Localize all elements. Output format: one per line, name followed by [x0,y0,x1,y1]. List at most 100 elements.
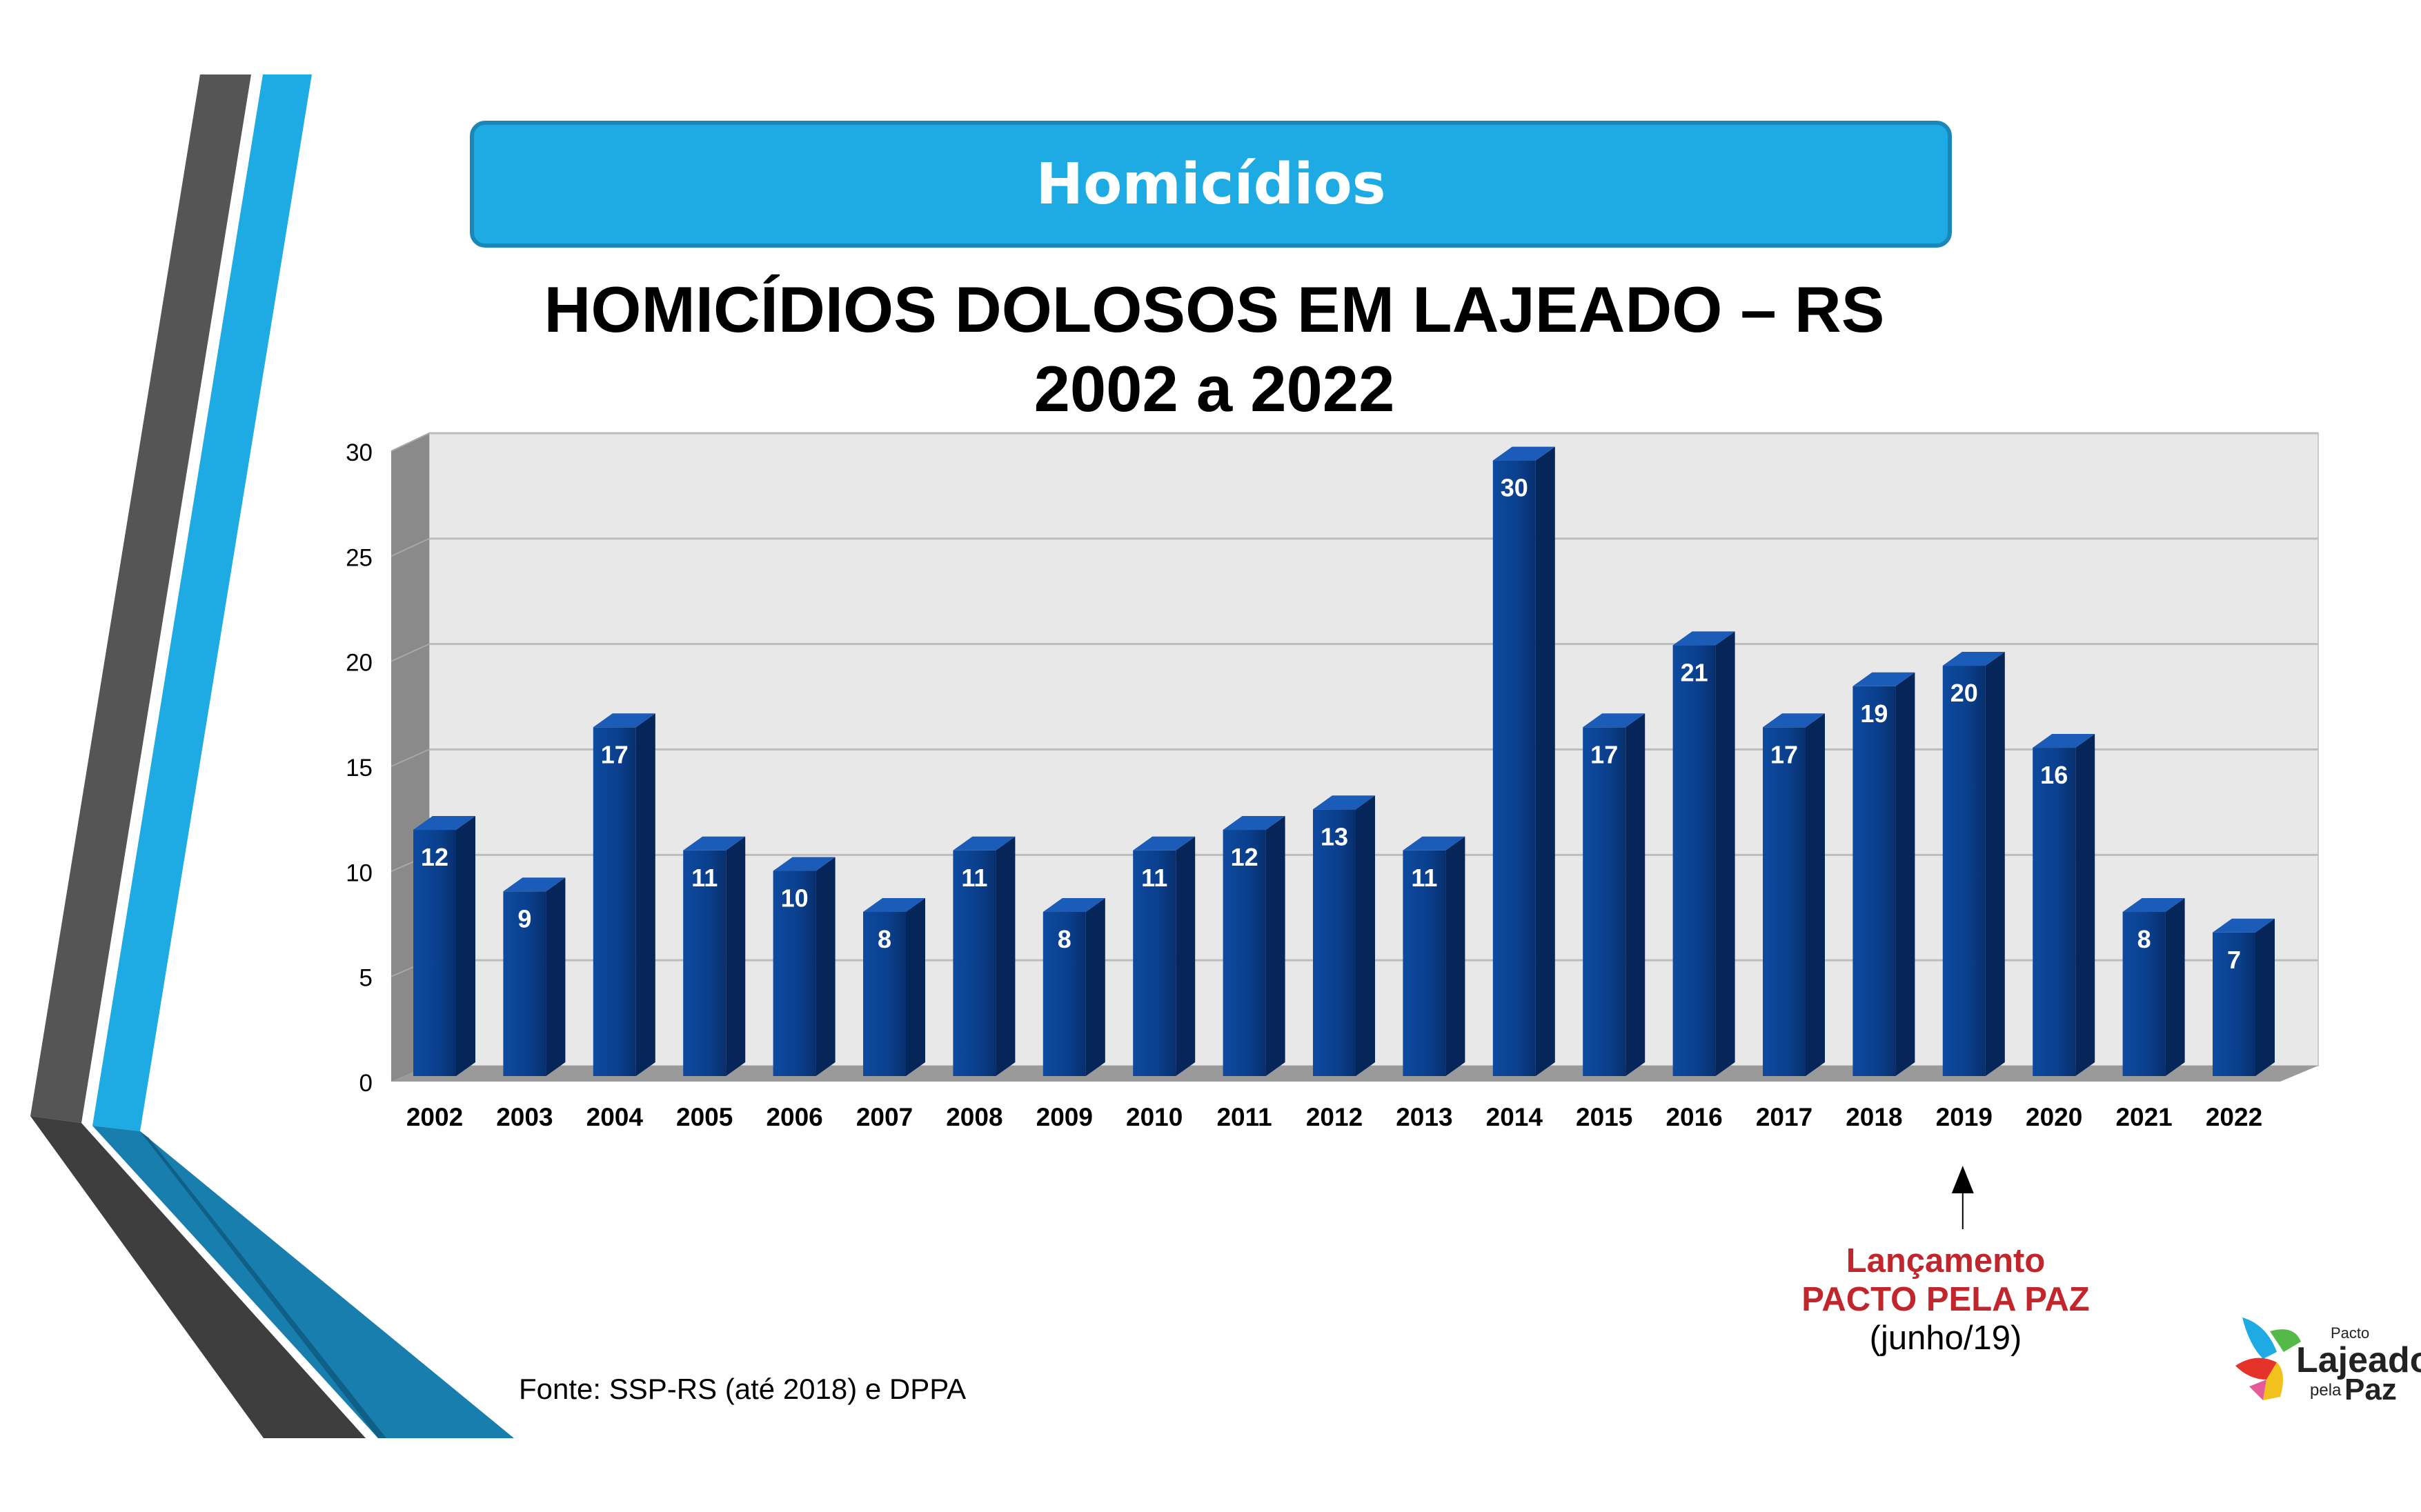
bar-side [1806,713,1825,1076]
bar-2017: 17 [1763,713,1825,1076]
decorative-stripes [30,74,514,1438]
bar-top [1403,836,1465,850]
bar-top [1223,816,1285,830]
bar-front [1492,460,1536,1076]
bar-2014: 30 [1492,446,1555,1076]
data-label: 12 [1231,843,1258,871]
bar-2012: 13 [1313,795,1375,1076]
data-label: 17 [601,740,629,768]
bar-2018: 19 [1852,672,1915,1076]
bar-front [593,727,636,1076]
bar-top [593,713,655,728]
bars: 12 9 17 11 10 8 11 8 11 12 13 11 30 17 21 17 19 20 16 8 7 [413,446,2275,1076]
blue-stripe-upper [92,74,312,1131]
y-axis-tick-labels: 0 5 10 15 20 25 30 [346,439,373,1097]
pacto-logo: Pacto Lajeado pela Paz [2229,1304,2421,1414]
x-tick-label: 2016 [1666,1103,1722,1131]
x-tick-label: 2002 [406,1103,463,1131]
x-tick-label: 2004 [586,1103,644,1131]
chart-subtitle: 2002 a 2022 [1034,352,1395,425]
logo-paz-text: Paz [2344,1373,2397,1406]
bar-side [1715,631,1735,1076]
bar-top [1942,652,2005,666]
bar-front [1672,645,1716,1076]
bar-side [1625,713,1646,1076]
data-label: 11 [1141,864,1167,892]
bar-side [2165,898,2185,1076]
x-axis-tick-labels: 2002 2003 2004 2005 2006 2007 2008 2009 2010 2011… [406,1103,2262,1131]
chart-title: HOMICÍDIOS DOLOSOS EM LAJEADO – RS [544,273,1885,346]
bar-side [816,857,836,1076]
bar-2003: 9 [503,877,566,1076]
bar-side [1985,652,2005,1076]
x-tick-label: 2014 [1486,1103,1543,1131]
bar-top [503,877,566,892]
data-label: 8 [1058,925,1071,953]
x-tick-label: 2013 [1396,1103,1452,1131]
gridline-side [391,748,430,767]
y-tick-label: 20 [346,650,373,677]
bar-front [1223,830,1266,1076]
bar-front [1042,912,1086,1076]
bar-2007: 8 [863,898,925,1076]
bar-side [2255,918,2275,1076]
x-tick-label: 2009 [1036,1103,1093,1131]
bar-2016: 21 [1672,631,1735,1076]
x-tick-label: 2020 [2026,1103,2082,1131]
bar-side [456,816,475,1076]
annotation-arrow [1951,1166,1974,1229]
annotation-line3: (junho/19) [1869,1320,2022,1357]
bar-front [2213,932,2255,1076]
bar-front [953,850,996,1076]
bar-front [2033,748,2076,1076]
bar-2020: 16 [2033,734,2095,1076]
y-tick-label: 15 [346,755,373,782]
data-label: 17 [1590,740,1618,768]
bar-2015: 17 [1583,713,1646,1076]
x-tick-label: 2022 [2206,1103,2262,1131]
dark-stripe-upper [30,74,251,1123]
bar-2011: 12 [1223,816,1285,1076]
bar-top [1313,795,1375,810]
bar-2013: 11 [1403,836,1465,1076]
bar-side [1895,672,1915,1076]
bar-top [1042,898,1105,913]
bar-top [413,816,475,830]
bar-2005: 11 [683,836,746,1076]
x-tick-label: 2019 [1936,1103,1993,1131]
gridline-side [391,432,430,452]
x-tick-label: 2008 [946,1103,1002,1131]
bar-top [2213,918,2275,933]
x-tick-label: 2012 [1306,1103,1363,1131]
logo-pela-text: pela [2310,1381,2342,1400]
data-label: 30 [1501,474,1528,502]
bar-front [1403,850,1446,1076]
data-label: 8 [2137,925,2151,953]
x-tick-label: 2011 [1216,1103,1272,1131]
data-label: 8 [878,925,891,953]
bar-front [863,912,906,1076]
bar-front [1763,727,1806,1076]
bar-side [996,836,1016,1076]
bar-2002: 12 [413,816,475,1076]
data-label: 9 [517,904,531,933]
x-tick-label: 2015 [1576,1103,1632,1131]
bar-side [906,898,925,1076]
bar-top [953,836,1016,850]
arrow-head [1951,1166,1974,1193]
x-tick-label: 2018 [1846,1103,1902,1131]
data-label: 16 [2040,761,2068,789]
bar-top [1492,446,1555,461]
bar-side [726,836,746,1076]
bar-side [1265,816,1285,1076]
bar-side [635,713,655,1076]
data-label: 19 [1860,699,1888,728]
bar-2009: 8 [1042,898,1105,1076]
bar-front [773,871,816,1076]
bar-front [413,830,456,1076]
data-label: 13 [1321,822,1348,850]
data-label: 17 [1770,740,1798,768]
bar-top [1133,836,1196,850]
bar-top [1763,713,1825,728]
x-tick-label: 2003 [496,1103,553,1131]
